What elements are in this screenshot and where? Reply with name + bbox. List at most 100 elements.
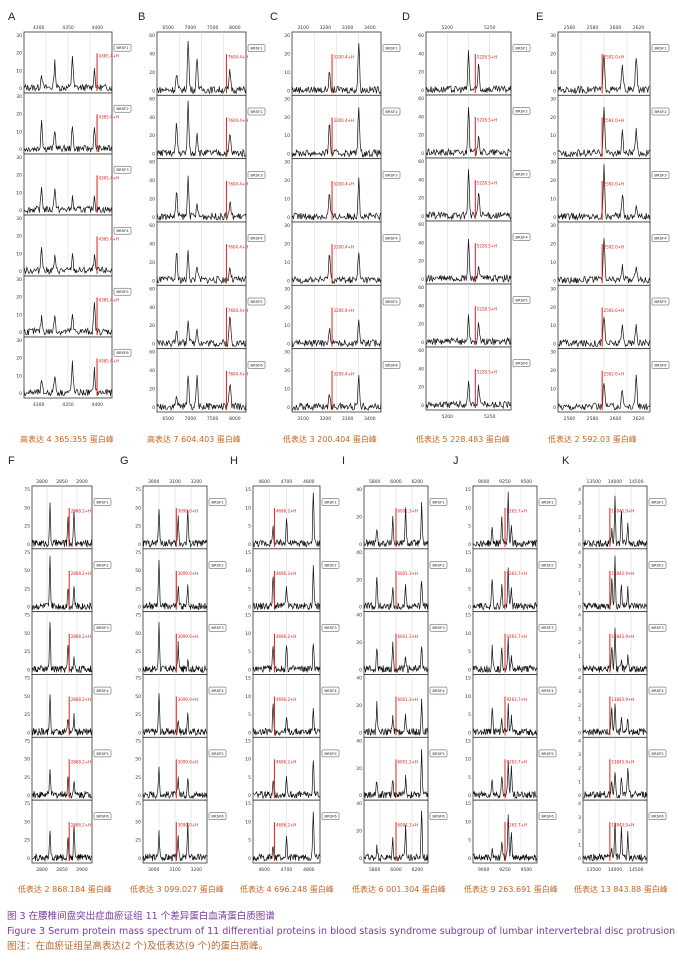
peak-marker-label: 7604.4+H [228,118,248,123]
sample-label: BRSF5 [324,751,337,756]
y-tick-label: 40 [149,115,155,121]
panel-caption-i: 低表达 6 001.304 蛋白峰 [352,885,446,894]
sample-label: BRSF5 [654,299,667,304]
sample-label-box [113,104,132,113]
sample-label: BRSF2 [651,562,664,567]
y-tick-label: 1 [578,591,581,597]
sample-label-box [538,812,557,820]
y-tick-label: 30 [550,96,556,102]
y-tick-label: 75 [24,487,30,493]
x-tick-bottom: 4400 [92,402,104,408]
x-tick-bottom: 2900 [76,867,88,873]
y-tick-label: 10 [550,323,556,329]
x-tick-top: 7000 [185,25,197,31]
y-tick-label: 20 [356,829,362,835]
x-tick-top: 7500 [207,25,219,31]
y-tick-label: 60 [149,223,155,229]
peak-marker-label: 9263.7+H [507,823,527,828]
y-tick-label: 25 [24,712,30,718]
y-tick-label: 0 [152,342,155,348]
peak-marker-label: 4696.2+H [276,508,296,513]
y-tick-label: 10 [550,387,556,393]
x-tick-bottom: 2600 [610,416,622,422]
y-tick-label: 20 [418,385,424,391]
peak-marker-label: 3200.4+H [334,371,354,376]
sample-label: BRSF1 [515,46,528,51]
peak-marker-label: 2868.2+H [71,760,91,765]
sample-label-box [321,561,340,569]
y-tick-label: 20 [284,115,290,121]
sample-label: BRSF5 [211,751,224,756]
panel-letter-h: H [230,455,238,467]
spectrum-trace [142,766,208,800]
x-tick-bottom: 9000 [478,867,490,873]
x-tick-bottom: 2800 [36,867,48,873]
sample-label-box [429,623,448,632]
sample-label-box [247,234,266,242]
y-tick-label: 10 [16,251,22,257]
spectrum-panel-j: 9000 9250 9500 9000 9250 9500 15 10 5 0 9263.7+H BR… [465,479,557,873]
spectrum-trace [252,643,321,673]
y-tick-label: 15 [245,613,251,619]
x-tick-top: 3000 [148,479,160,485]
sample-label-box [512,44,531,52]
sample-label: BRSF1 [432,500,445,505]
y-tick-label: 20 [550,305,556,311]
y-tick-label: 5 [248,649,251,655]
x-tick-top: 2560 [564,25,576,31]
sample-label-box [512,107,531,115]
spectrum-trace [31,825,93,863]
spectrum-trace [425,107,512,157]
sample-label: BRSF3 [651,625,664,630]
sample-label: BRSF1 [211,500,224,505]
peak-marker-label: 3200.4+H [334,181,354,186]
peak-marker-label: 5228.5+H [477,54,497,59]
y-tick-label: 3 [578,752,581,758]
peak-marker-label: 2592.0+H [604,181,624,186]
y-tick-label: 40 [418,114,424,120]
sample-label: BRSF1 [651,500,664,505]
y-tick-label: 0 [19,269,22,275]
y-tick-label: 0 [248,856,251,862]
y-tick-label: 75 [135,613,141,619]
sample-label: BRSF6 [651,814,664,819]
y-tick-label: 20 [16,173,22,179]
sample-label: BRSF3 [250,172,263,177]
x-tick-top: 2800 [36,479,48,485]
y-tick-label: 40 [149,368,155,374]
y-tick-label: 0 [248,542,251,548]
y-tick-label: 25 [135,838,141,844]
sample-label: BRSF6 [250,362,263,367]
y-tick-label: 0 [578,542,581,548]
y-tick-label: 5 [468,712,471,718]
sample-label-box [93,498,112,506]
y-tick-label: 0 [248,668,251,674]
y-tick-label: 20 [418,322,424,328]
peak-marker-label: 13843.9+H [611,823,634,828]
y-tick-label: 10 [550,133,556,139]
panel-letter-k: K [562,455,570,467]
spectrum-trace [142,822,208,862]
y-tick-label: 10 [245,568,251,574]
y-tick-label: 0 [152,278,155,284]
x-tick-top: 14000 [608,479,622,485]
sample-label-box [321,686,340,695]
y-tick-label: 0 [421,340,424,346]
spectrum-panel-g: 3000 3100 3200 3000 3100 3200 75 50 25 0 3099.0+H B… [135,479,227,873]
y-tick-label: 75 [24,676,30,682]
sample-label: BRSF3 [211,625,224,630]
sample-label: BRSF5 [385,299,398,304]
y-tick-label: 20 [16,234,22,240]
sample-label-box [429,749,448,758]
x-tick-bottom: 7000 [185,416,197,422]
sample-label-box [321,623,340,632]
peak-marker-label: 4696.2+H [276,697,296,702]
peak-marker-label: 13843.9+H [611,697,634,702]
y-tick-label: 20 [418,259,424,265]
y-tick-label: 20 [149,323,155,329]
x-tick-top: 3100 [297,25,309,31]
y-tick-label: 15 [245,550,251,556]
peak-marker-label: 5228.5+H [477,117,497,122]
y-tick-label: 20 [149,133,155,139]
